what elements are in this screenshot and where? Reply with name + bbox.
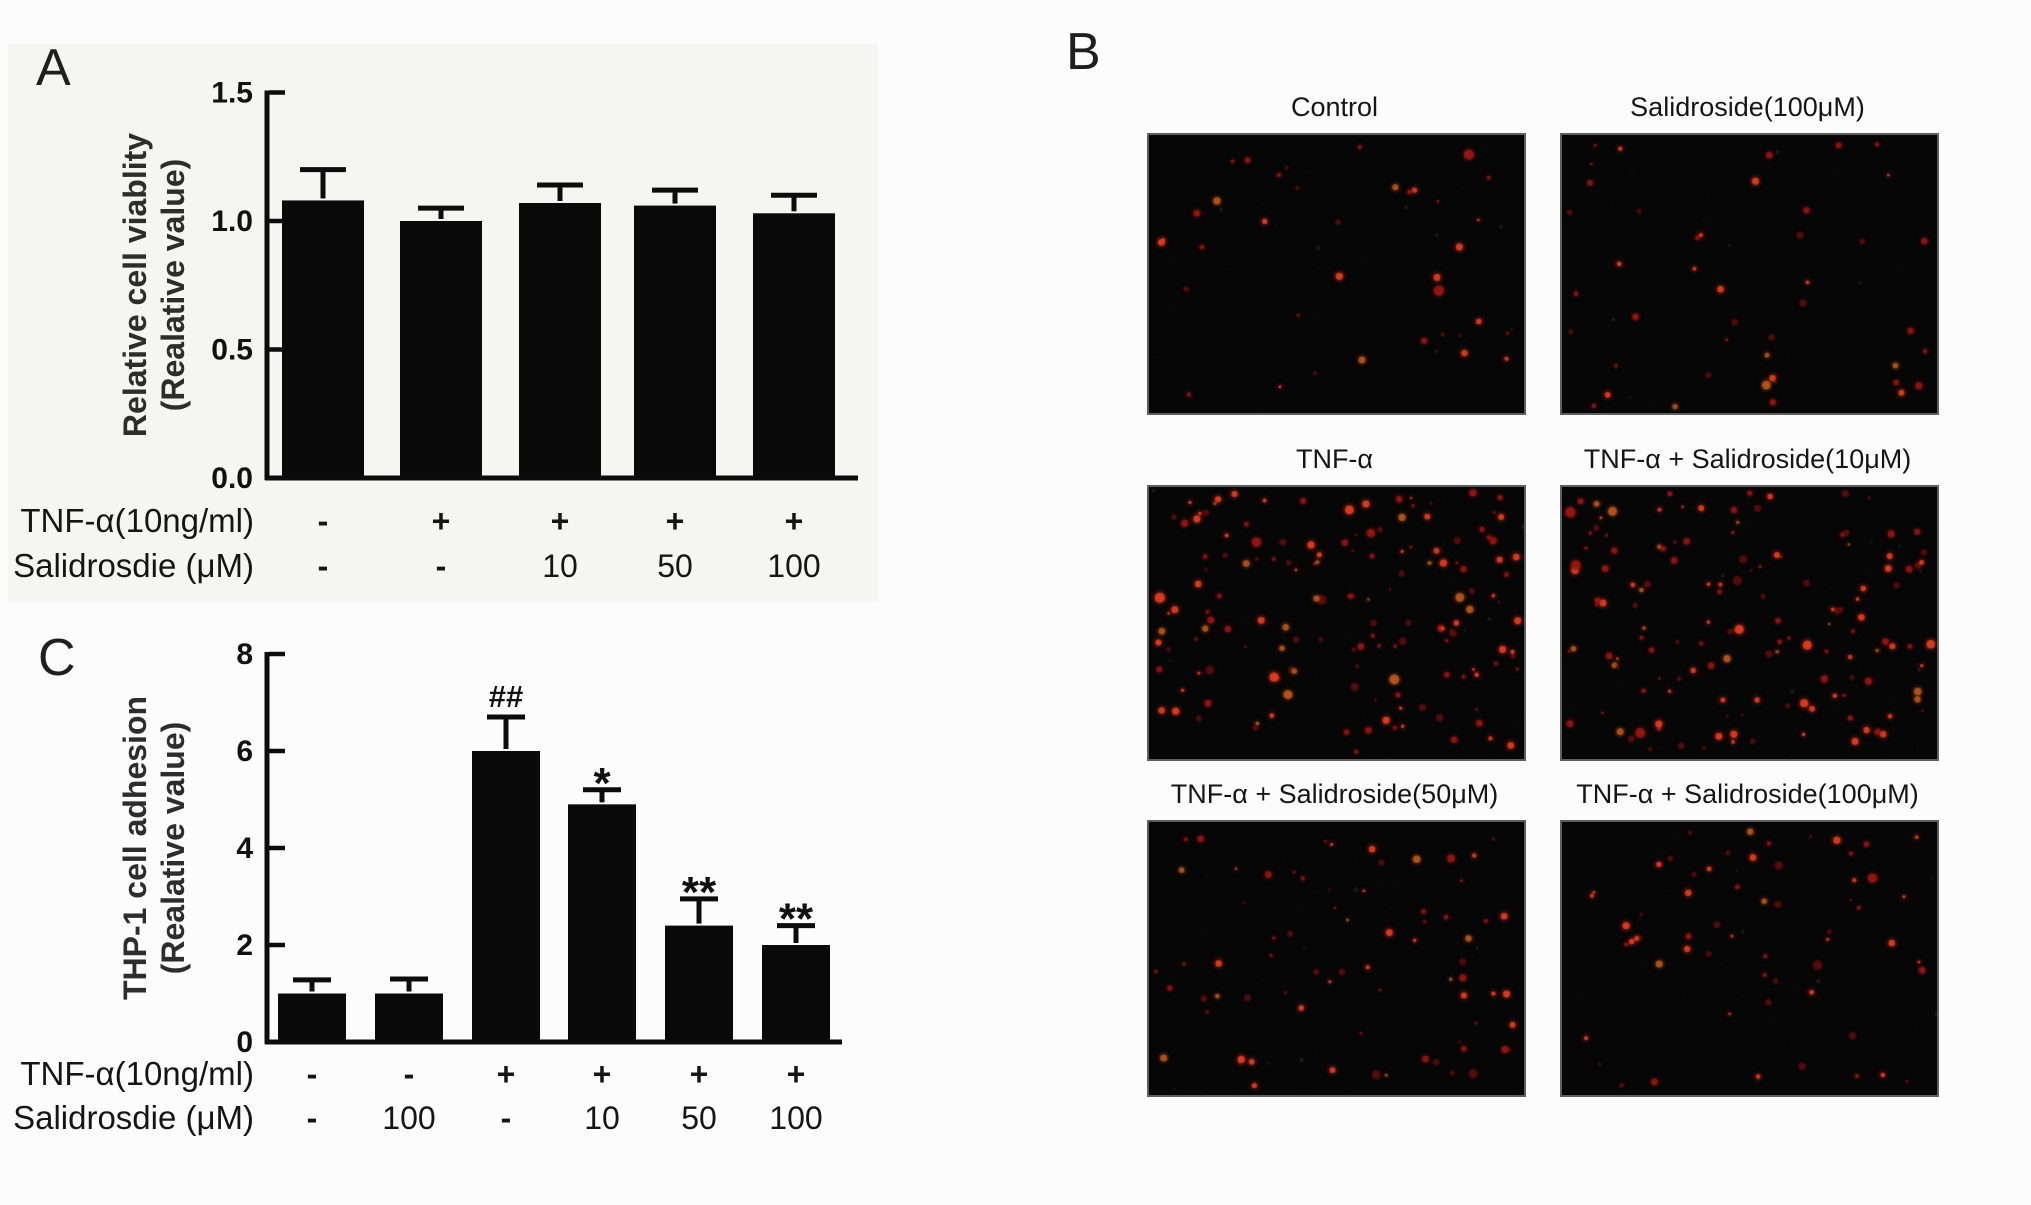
svg-text:(Realative value): (Realative value)	[155, 722, 191, 975]
svg-text:-: -	[404, 1056, 415, 1092]
svg-text:6: 6	[236, 735, 253, 768]
svg-text:Relative cell viablity: Relative cell viablity	[117, 133, 153, 437]
svg-text:TNF-α(10ng/ml): TNF-α(10ng/ml)	[20, 1055, 254, 1092]
micrograph-caption-text: TNF-α + Salidroside(50μM)	[1170, 779, 1499, 809]
svg-text:Salidrosdie (μM): Salidrosdie (μM)	[13, 1099, 254, 1136]
svg-text:100: 100	[769, 1100, 822, 1136]
svg-text:0: 0	[236, 1026, 253, 1059]
fluorescence-micrograph	[1147, 485, 1526, 761]
svg-text:-: -	[501, 1100, 512, 1136]
svg-text:Salidrosdie (μM): Salidrosdie (μM)	[13, 547, 254, 584]
svg-text:+: +	[785, 503, 804, 539]
micrograph-panel-tnf-salidroside-50: TNF-α + Salidroside(50μM)	[1147, 766, 1526, 1097]
svg-text:50: 50	[681, 1100, 717, 1136]
svg-text:+: +	[787, 1056, 806, 1092]
micrograph-panel-control: Control	[1147, 79, 1526, 415]
svg-text:THP-1 cell adhesion: THP-1 cell adhesion	[117, 696, 153, 1000]
fluorescence-micrograph	[1560, 485, 1939, 761]
svg-text:-: -	[307, 1100, 318, 1136]
svg-text:*: *	[593, 759, 611, 808]
svg-text:1.5: 1.5	[211, 77, 253, 110]
micrograph-panel-tnf-salidroside-100: TNF-α + Salidroside(100μM)	[1560, 766, 1939, 1097]
svg-text:+: +	[497, 1056, 516, 1092]
svg-text:4: 4	[236, 832, 253, 865]
micrograph-caption: Control	[1147, 79, 1522, 133]
svg-text:TNF-α(10ng/ml): TNF-α(10ng/ml)	[20, 502, 254, 539]
micrograph-caption-text: TNF-α + Salidroside(100μM)	[1576, 779, 1919, 809]
svg-text:-: -	[318, 503, 329, 539]
micrograph-caption-text: Salidroside(100μM)	[1630, 92, 1865, 122]
fluorescence-micrograph	[1560, 133, 1939, 415]
svg-text:100: 100	[382, 1100, 435, 1136]
svg-text:8: 8	[236, 638, 253, 671]
micrograph-caption: Salidroside(100μM)	[1560, 79, 1935, 133]
svg-text:0.0: 0.0	[211, 462, 253, 495]
micrograph-caption-text: TNF-α	[1295, 444, 1374, 474]
svg-text:+: +	[666, 503, 685, 539]
svg-text:**: **	[682, 868, 717, 917]
micrograph-caption: TNF-α	[1147, 431, 1522, 485]
svg-text:+: +	[551, 503, 570, 539]
svg-text:+: +	[593, 1056, 612, 1092]
svg-text:100: 100	[767, 548, 820, 584]
svg-text:1.0: 1.0	[211, 205, 253, 238]
micrograph-panel-tnf-salidroside-10: TNF-α + Salidroside(10μM)	[1560, 431, 1939, 761]
svg-text:50: 50	[657, 548, 693, 584]
svg-text:-: -	[436, 548, 447, 584]
svg-text:**: **	[779, 895, 814, 944]
fluorescence-micrograph	[1560, 820, 1939, 1097]
micrograph-caption: TNF-α + Salidroside(100μM)	[1560, 766, 1935, 820]
svg-text:10: 10	[584, 1100, 620, 1136]
panel-b-letter: B	[1066, 23, 1101, 81]
panel-c-letter: C	[38, 629, 76, 687]
svg-text:+: +	[432, 503, 451, 539]
svg-text:(Realative value): (Realative value)	[155, 159, 191, 412]
micrograph-caption: TNF-α + Salidroside(50μM)	[1147, 766, 1522, 820]
svg-text:10: 10	[542, 548, 578, 584]
svg-text:-: -	[318, 548, 329, 584]
micrograph-caption-text: TNF-α + Salidroside(10μM)	[1583, 444, 1912, 474]
svg-text:0.5: 0.5	[211, 334, 253, 367]
micrograph-caption: TNF-α + Salidroside(10μM)	[1560, 431, 1935, 485]
micrograph-caption-text: Control	[1290, 92, 1379, 122]
micrograph-panel-salidroside-100: Salidroside(100μM)	[1560, 79, 1939, 415]
svg-text:+: +	[690, 1056, 709, 1092]
svg-text:##: ##	[489, 679, 523, 714]
panel-a-letter: A	[36, 39, 71, 97]
svg-text:2: 2	[236, 929, 253, 962]
fluorescence-micrograph	[1147, 820, 1526, 1097]
fluorescence-micrograph	[1147, 133, 1526, 415]
micrograph-panel-tnf: TNF-α	[1147, 431, 1526, 761]
svg-text:-: -	[307, 1056, 318, 1092]
